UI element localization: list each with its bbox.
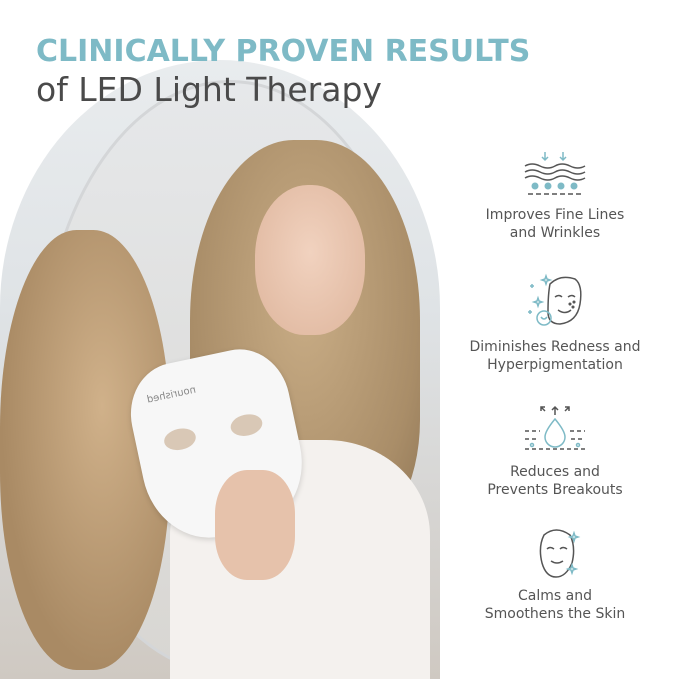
feature-list: Improves Fine Lines and Wrinkles Diminish…: [445, 140, 665, 630]
page-title: CLINICALLY PROVEN RESULTS: [36, 34, 531, 69]
feature-line2: Prevents Breakouts: [487, 482, 623, 498]
woman-face: [255, 185, 365, 335]
feature-line1: Reduces and: [510, 464, 600, 480]
feature-line1: Diminishes Redness and: [469, 339, 641, 355]
feature-line2: Smoothens the Skin: [484, 606, 626, 622]
page-subtitle: of LED Light Therapy: [36, 70, 382, 109]
feature-fine-lines: Improves Fine Lines and Wrinkles: [445, 150, 665, 242]
feature-line1: Calms and: [518, 588, 592, 604]
mask-logo: nourished: [146, 384, 197, 406]
skin-layers-icon: [524, 152, 586, 195]
feature-line1: Improves Fine Lines: [485, 207, 625, 223]
feature-line2: Hyperpigmentation: [487, 357, 623, 373]
face-sparkle-icon: [528, 273, 582, 326]
feature-line2: and Wrinkles: [509, 225, 601, 241]
calm-face-icon: [539, 529, 581, 578]
feature-calm: Calms and Smoothens the Skin: [445, 525, 665, 623]
pore-droplet-icon: [525, 405, 585, 450]
hand: [215, 470, 295, 580]
product-photo: nourished: [0, 60, 440, 679]
feature-redness: Diminishes Redness and Hyperpigmentation: [445, 272, 665, 374]
feature-breakouts: Reduces and Prevents Breakouts: [445, 405, 665, 499]
